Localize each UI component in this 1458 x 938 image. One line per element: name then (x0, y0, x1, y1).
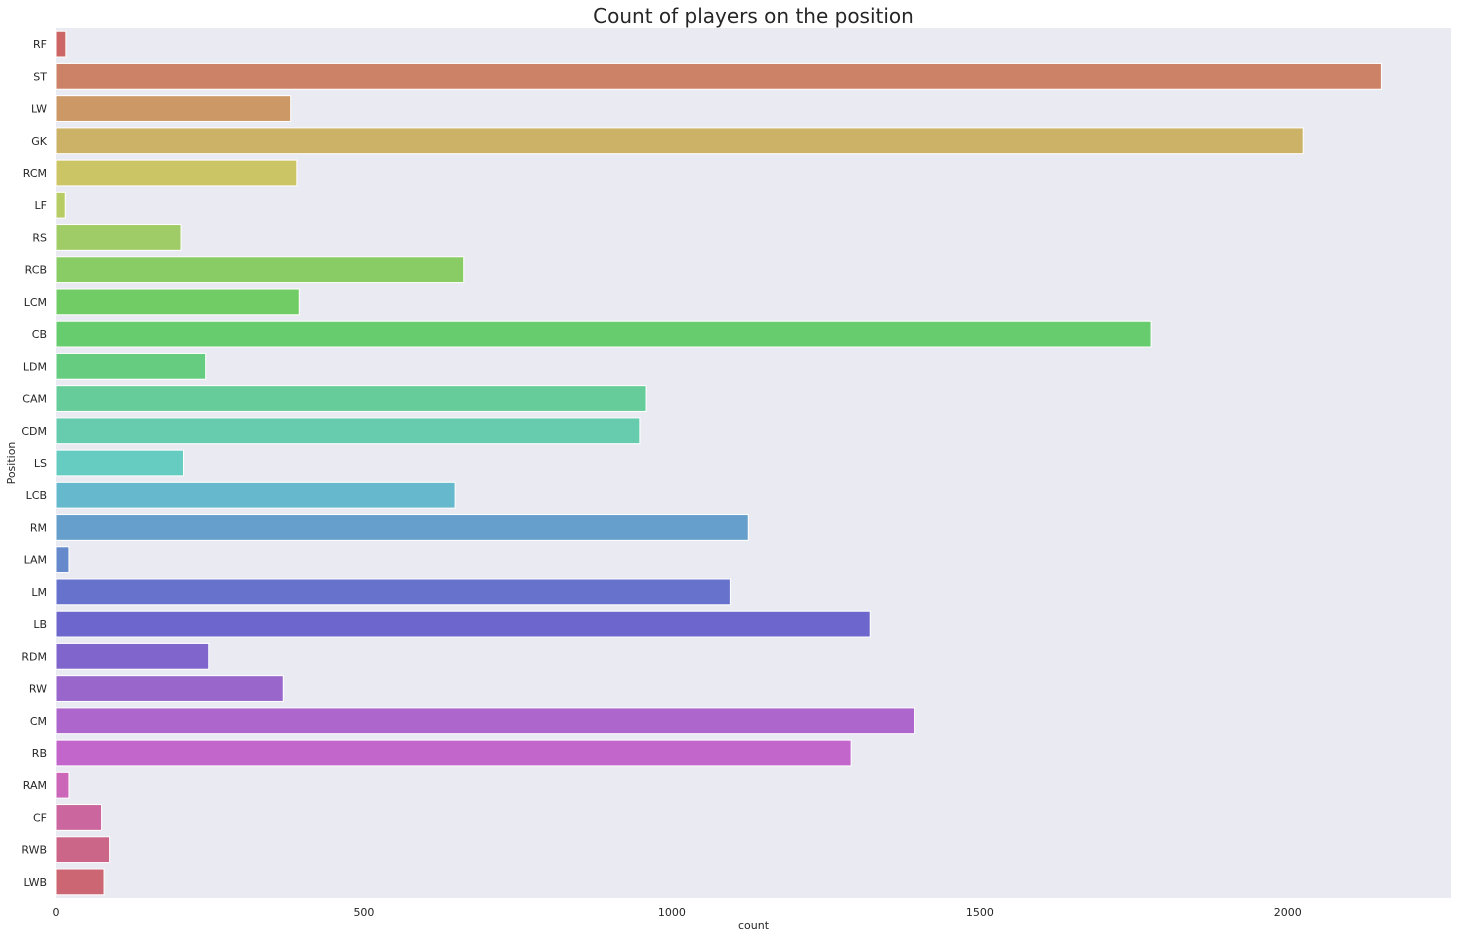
y-tick-label: LW (31, 103, 47, 116)
y-tick-label: LCM (24, 296, 47, 309)
y-tick-label: RDM (21, 650, 47, 663)
y-tick-label: LWB (23, 876, 47, 889)
x-tick-label: 0 (53, 906, 60, 919)
bar-lb (55, 610, 871, 638)
y-tick-label: CM (30, 715, 47, 728)
y-tick-label: RAM (23, 779, 47, 792)
bar-gk (55, 127, 1304, 155)
y-tick-label: RF (33, 38, 47, 51)
y-tick-label: CB (32, 328, 47, 341)
x-tick-label: 2000 (1274, 906, 1302, 919)
y-tick-label: RS (32, 231, 47, 244)
bar-lcb (55, 481, 456, 509)
x-tick-labels: 0 500 1000 1500 2000 (53, 906, 1302, 919)
x-axis-label: count (738, 919, 770, 932)
y-tick-label: LAM (24, 554, 47, 567)
bar-cdm (55, 417, 641, 445)
bar-lam (55, 546, 70, 574)
bar-rf (55, 30, 67, 58)
bar-rm (55, 514, 749, 541)
y-tick-label: LF (35, 199, 47, 212)
x-tick-label: 1000 (658, 906, 686, 919)
chart-title: Count of players on the position (593, 4, 914, 28)
bar-rwb (55, 836, 111, 864)
y-tick-label: GK (31, 135, 48, 148)
x-tick-label: 1500 (966, 906, 994, 919)
y-tick-label: RW (29, 683, 47, 696)
y-tick-label: RCM (23, 167, 47, 180)
x-tick-label: 500 (353, 906, 374, 919)
bar-ram (55, 771, 70, 799)
y-tick-label: RCB (25, 264, 47, 277)
bar-lwb (55, 868, 105, 896)
y-tick-labels: RF ST LW GK RCM LF RS RCB LCM CB LDM CAM CDM LS LCB RM L… (21, 38, 47, 889)
bar-ldm (55, 352, 207, 380)
bar-rcm (55, 159, 298, 187)
bar-lf (55, 191, 66, 219)
bar-rdm (55, 642, 210, 670)
y-tick-label: CAM (22, 393, 47, 406)
y-tick-label: RWB (21, 844, 47, 857)
y-tick-label: CF (33, 811, 47, 824)
bar-lm (55, 578, 731, 606)
y-tick-label: LM (31, 586, 47, 599)
bar-cm (55, 707, 916, 735)
bar-rs (55, 224, 182, 251)
bar-rcb (55, 256, 465, 284)
y-tick-label: CDM (21, 425, 47, 438)
y-tick-label: RM (30, 521, 47, 534)
bar-rw (55, 675, 284, 702)
bar-cam (55, 385, 647, 412)
y-tick-label: LDM (23, 360, 47, 373)
y-tick-label: LS (34, 457, 47, 470)
bar-ls (55, 449, 184, 477)
y-tick-label: RB (32, 747, 47, 760)
y-tick-label: LCB (26, 489, 47, 502)
bar-cb (55, 320, 1152, 348)
bar-cf (55, 804, 103, 831)
plot-background (56, 28, 1451, 898)
bar-lw (55, 95, 292, 122)
bar-st (55, 62, 1382, 90)
y-tick-label: LB (33, 618, 47, 631)
bars-group (55, 30, 1382, 896)
bar-lcm (55, 288, 300, 316)
bar-rb (55, 739, 852, 767)
y-tick-label: ST (33, 70, 47, 83)
y-axis-label: Position (5, 442, 18, 485)
